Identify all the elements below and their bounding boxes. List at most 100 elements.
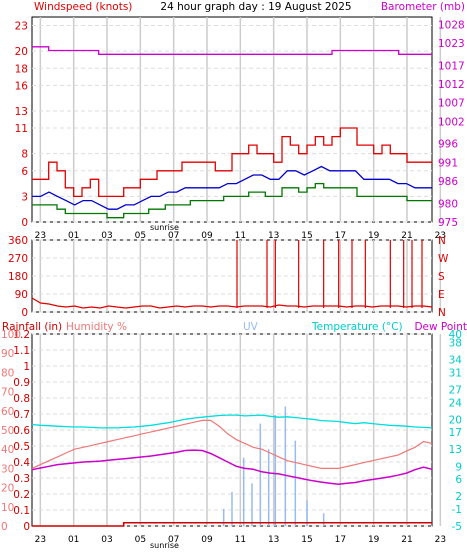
baro-tick-6: 1007 (438, 98, 465, 110)
hum-tick-8: 80 (1, 367, 14, 379)
x-tick-bottom-7: 13 (268, 535, 279, 545)
dir-compass-0: N (438, 235, 446, 247)
uv-axis-title: UV (243, 321, 259, 333)
x-tick-top-10: 19 (368, 231, 380, 241)
temp-tick-2: 2 (455, 491, 462, 503)
low-wind-line (32, 182, 432, 219)
temp-tick-3: 6 (455, 474, 462, 486)
temp-tick-4: 9 (455, 461, 462, 473)
x-tick-top-0: 23 (35, 231, 46, 241)
hum-tick-5: 50 (1, 425, 14, 437)
x-tick-top-5: 09 (201, 231, 213, 241)
hum-tick-2: 20 (1, 483, 14, 495)
hum-tick-9: 90 (1, 348, 14, 360)
baro-tick-5: 1002 (438, 116, 465, 128)
rain-tick-12: 1.2 (13, 329, 30, 341)
baro-tick-3: 991 (438, 157, 458, 169)
baro-axis-title: Barometer (mb) (381, 1, 465, 13)
rain-tick-6: 0.6 (13, 425, 30, 437)
sunrise-label-bottom: sunrise (150, 541, 179, 550)
temp-tick-8: 24 (449, 397, 463, 409)
x-tick-bottom-4: 07 (168, 535, 179, 545)
x-tick-bottom-2: 03 (101, 535, 112, 545)
wind-tick-6: 16 (15, 80, 29, 92)
temp-tick-9: 27 (449, 384, 462, 396)
gust-line (32, 127, 432, 198)
x-tick-top-3: 05 (135, 231, 146, 241)
wind-panel (31, 16, 433, 223)
rain-tick-5: 0.5 (13, 441, 30, 453)
hum-tick-3: 30 (1, 463, 14, 475)
wind-tick-8: 20 (15, 46, 28, 58)
temp-tick-12: 38 (449, 338, 462, 350)
dir-compass-3: E (438, 289, 445, 301)
rain-tick-3: 0.3 (13, 473, 30, 485)
x-tick-bottom-10: 19 (368, 535, 380, 545)
wind-tick-9: 23 (15, 21, 28, 33)
rain-tick-10: 1 (23, 361, 30, 373)
baro-tick-8: 1017 (438, 60, 465, 72)
x-tick-bottom-8: 15 (301, 535, 312, 545)
dir-compass-4: N (438, 307, 446, 319)
wind-tick-5: 13 (15, 106, 28, 118)
barometer-line (32, 46, 432, 55)
avg-wind-line (32, 165, 432, 210)
temp-tick-10: 31 (449, 367, 462, 379)
rain-tick-9: 0.9 (13, 377, 30, 389)
rain-tick-11: 1.1 (13, 345, 30, 357)
rain-tick-4: 0.4 (13, 457, 30, 469)
sunrise-label-top: sunrise (150, 223, 179, 232)
rain-tick-7: 0.7 (13, 409, 30, 421)
temp-tick-6: 17 (449, 427, 462, 439)
x-tick-bottom-6: 11 (235, 535, 246, 545)
rain-tick-0: 0 (23, 521, 30, 533)
dir-compass-2: S (438, 271, 445, 283)
wind-tick-0: 0 (21, 217, 28, 229)
x-tick-top-12: 23 (435, 231, 446, 241)
x-tick-bottom-3: 05 (135, 535, 146, 545)
x-tick-top-8: 15 (301, 231, 312, 241)
x-tick-bottom-0: 23 (35, 535, 46, 545)
hum-tick-7: 70 (1, 387, 14, 399)
temp-tick-11: 34 (449, 355, 463, 367)
rainfall-line (32, 522, 432, 527)
baro-tick-0: 975 (438, 217, 458, 229)
dir-tick-3: 270 (8, 253, 28, 265)
wind-axis-title: Windspeed (knots) (34, 1, 132, 13)
hum-tick-4: 40 (1, 444, 14, 456)
rain-tick-1: 0.1 (13, 505, 30, 517)
humidity-line (31, 419, 433, 469)
wind-tick-3: 8 (21, 149, 28, 161)
rain-tick-2: 0.2 (13, 489, 30, 501)
x-tick-bottom-1: 01 (68, 535, 79, 545)
rain-axis-title: Rainfall (in) (2, 321, 62, 333)
hum-tick-0: 0 (1, 521, 8, 533)
humidity-axis-title: Humidity % (66, 321, 127, 333)
temp-tick-5: 13 (449, 444, 462, 456)
x-tick-top-1: 01 (68, 231, 79, 241)
dewpoint-line (31, 449, 433, 485)
baro-tick-7: 1012 (438, 79, 465, 91)
hum-tick-1: 10 (1, 502, 14, 514)
x-tick-bottom-11: 21 (401, 535, 412, 545)
dir-tick-1: 90 (15, 289, 28, 301)
hum-tick-10: 100 (1, 329, 21, 341)
baro-tick-1: 980 (438, 198, 458, 210)
chart-title: 24 hour graph day : 19 August 2025 (160, 1, 351, 13)
temp-tick-13: 40 (449, 329, 462, 341)
baro-tick-4: 996 (438, 139, 458, 151)
x-tick-top-9: 17 (335, 231, 346, 241)
dew-axis-title: Dew Point (414, 321, 467, 333)
baro-tick-10: 1028 (438, 19, 465, 31)
temp-tick-0: -5 (452, 521, 462, 533)
temperature-line (31, 414, 433, 429)
dir-tick-2: 180 (8, 271, 28, 283)
x-tick-top-2: 03 (101, 231, 112, 241)
x-tick-top-7: 13 (268, 231, 279, 241)
x-tick-top-6: 11 (235, 231, 246, 241)
baro-tick-9: 1023 (438, 38, 465, 50)
hum-tick-6: 60 (1, 406, 14, 418)
wind-tick-1: 3 (21, 191, 28, 203)
rain-tick-8: 0.8 (13, 393, 30, 405)
